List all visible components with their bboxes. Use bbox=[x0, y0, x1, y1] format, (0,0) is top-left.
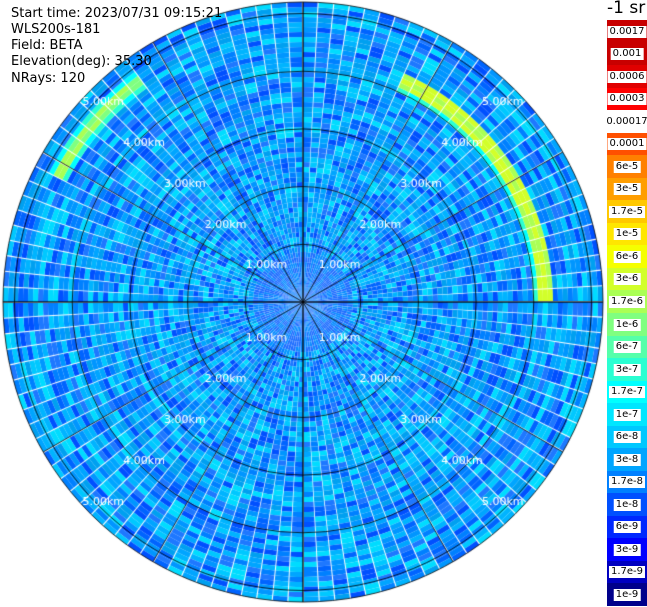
colorbar-level: 3e-9 bbox=[607, 538, 647, 562]
colorbar-label: 1.7e-8 bbox=[608, 476, 646, 489]
colorbar-level: 6e-6 bbox=[607, 245, 647, 269]
colorbar-level: 1.7e-8 bbox=[607, 470, 647, 494]
colorbar-label: 3e-6 bbox=[613, 273, 641, 286]
colorbar-label: 1.7e-7 bbox=[608, 386, 646, 399]
colorbar-title: -1 sr bbox=[607, 0, 646, 18]
colorbar-level: 6e-9 bbox=[607, 515, 647, 539]
colorbar-level: 1.7e-5 bbox=[607, 200, 647, 224]
colorbar-label: 1.7e-6 bbox=[608, 295, 646, 308]
colorbar-label: 1e-6 bbox=[613, 318, 641, 331]
colorbar-label: 3e-5 bbox=[613, 183, 641, 196]
colorbar-label: 1.7e-5 bbox=[608, 205, 646, 218]
colorbar-level: 6e-8 bbox=[607, 425, 647, 449]
colorbar-label: 1e-8 bbox=[613, 498, 641, 511]
device-id-text: WLS200s-181 bbox=[11, 22, 101, 37]
colorbar-label: 3e-8 bbox=[613, 453, 641, 466]
colorbar-level: 0.0006 bbox=[607, 65, 647, 89]
colorbar-label: 0.0017 bbox=[607, 25, 647, 38]
colorbar-level: 0.00017 bbox=[604, 110, 647, 134]
colorbar: 0.0017 0.001 0.0006 0.0003 0.00017 0.0001 6e-5… bbox=[604, 20, 647, 607]
colorbar-label: 6e-7 bbox=[613, 341, 641, 354]
colorbar-label: 1.7e-9 bbox=[608, 566, 646, 579]
colorbar-level: 1e-8 bbox=[607, 493, 647, 517]
colorbar-level: 1.7e-7 bbox=[607, 380, 647, 404]
field-text: Field: BETA bbox=[11, 38, 83, 53]
colorbar-level: 1.7e-6 bbox=[607, 290, 647, 314]
colorbar-label: 0.0001 bbox=[607, 138, 647, 151]
colorbar-level: 1.7e-9 bbox=[607, 560, 647, 584]
colorbar-label: 6e-9 bbox=[613, 521, 641, 534]
start-time-text: Start time: 2023/07/31 09:15:21 bbox=[11, 6, 223, 21]
ppi-plot bbox=[0, 0, 607, 607]
colorbar-label: 0.0006 bbox=[607, 70, 647, 83]
colorbar-level: 3e-6 bbox=[607, 267, 647, 291]
colorbar-label: 0.0003 bbox=[607, 93, 647, 106]
colorbar-level: 6e-7 bbox=[607, 335, 647, 359]
colorbar-level: 3e-5 bbox=[607, 177, 647, 201]
colorbar-label: 6e-8 bbox=[613, 431, 641, 444]
colorbar-label: 1e-7 bbox=[613, 408, 641, 421]
colorbar-level: 1e-9 bbox=[607, 583, 647, 607]
colorbar-label: 1e-5 bbox=[613, 228, 641, 241]
elevation-text: Elevation(deg): 35.30 bbox=[11, 54, 152, 69]
colorbar-level: 0.0001 bbox=[607, 132, 647, 156]
colorbar-label: 1e-9 bbox=[613, 588, 641, 601]
colorbar-label: 6e-6 bbox=[613, 250, 641, 263]
colorbar-level: 0.0003 bbox=[607, 87, 647, 111]
colorbar-level: 6e-5 bbox=[607, 155, 647, 179]
colorbar-level: 1e-5 bbox=[607, 222, 647, 246]
colorbar-level: 0.001 bbox=[607, 42, 647, 66]
colorbar-label: 3e-7 bbox=[613, 363, 641, 376]
colorbar-level: 3e-8 bbox=[607, 448, 647, 472]
colorbar-level: 1e-7 bbox=[607, 403, 647, 427]
colorbar-level: 3e-7 bbox=[607, 358, 647, 382]
colorbar-label: 0.001 bbox=[610, 48, 644, 61]
nrays-text: NRays: 120 bbox=[11, 71, 86, 86]
colorbar-label: 6e-5 bbox=[613, 160, 641, 173]
colorbar-label: 3e-9 bbox=[613, 543, 641, 556]
colorbar-label: 0.00017 bbox=[604, 115, 647, 128]
colorbar-level: 1e-6 bbox=[607, 313, 647, 337]
colorbar-level: 0.0017 bbox=[607, 20, 647, 44]
